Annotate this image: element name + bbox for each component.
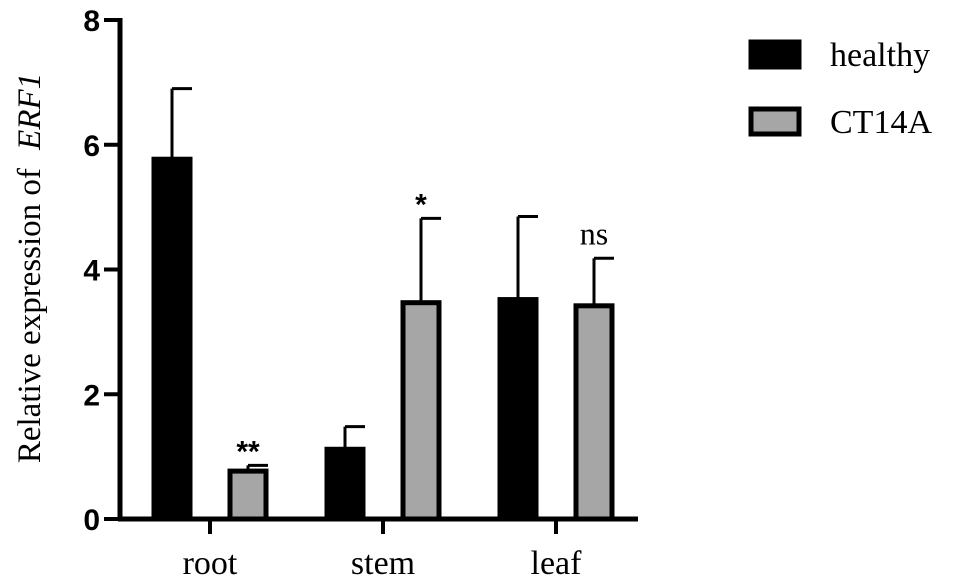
y-tick-label-0: 0 <box>83 504 100 537</box>
significance-label-leaf: ns <box>580 215 608 251</box>
category-labels: root stem leaf <box>183 545 583 582</box>
bar-CT14A-root <box>227 468 269 522</box>
y-axis-title-gene: ERF1 <box>12 73 48 151</box>
chart-axes: 0 2 4 6 8 <box>83 5 638 537</box>
legend-label-CT14A: CT14A <box>830 104 932 141</box>
chart-legend: healthy CT14A <box>748 37 932 141</box>
y-tick-label-8: 8 <box>83 5 100 38</box>
legend-swatch-CT14A <box>748 106 802 137</box>
bar-healthy-root <box>151 156 193 522</box>
x-tick-label-leaf: leaf <box>531 545 583 582</box>
significance-labels: ***ns <box>236 188 608 468</box>
significance-label-root: ** <box>236 435 260 468</box>
bar-CT14A-leaf <box>573 303 615 522</box>
x-tick-label-stem: stem <box>351 545 415 582</box>
y-axis-title-text: Relative expression of <box>12 168 48 463</box>
chart-bars <box>151 87 615 522</box>
bar-CT14A-stem <box>400 300 442 522</box>
bar-healthy-leaf <box>497 297 539 522</box>
x-tick-label-root: root <box>183 545 238 582</box>
significance-label-stem: * <box>415 188 427 221</box>
legend-swatch-healthy <box>748 39 802 70</box>
y-tick-label-2: 2 <box>83 379 100 412</box>
y-tick-label-4: 4 <box>83 255 100 288</box>
legend-label-healthy: healthy <box>830 37 930 74</box>
y-axis-title: Relative expression of ERF1 <box>12 73 48 463</box>
bar-healthy-stem <box>324 446 366 522</box>
y-tick-label-6: 6 <box>83 130 100 163</box>
